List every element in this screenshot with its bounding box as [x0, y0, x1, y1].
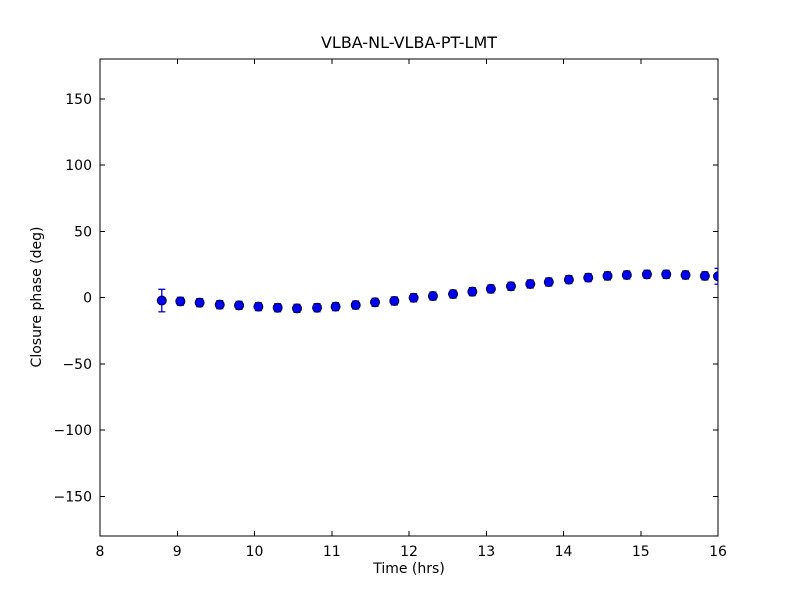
data-point: [427, 291, 438, 302]
x-tick-label: 9: [173, 544, 182, 560]
x-tick-label: 13: [477, 544, 495, 560]
data-point: [291, 303, 302, 314]
x-tick-label: 8: [96, 544, 105, 560]
y-tick-label: 100: [65, 158, 92, 174]
y-tick-label: 0: [83, 291, 92, 307]
y-tick-label: −100: [54, 423, 92, 439]
data-point: [408, 292, 419, 303]
x-tick-label: 12: [400, 544, 418, 560]
data-point: [563, 274, 574, 285]
data-point: [234, 300, 245, 311]
data-point: [312, 302, 323, 313]
data-point: [350, 300, 361, 311]
data-point: [214, 299, 225, 310]
y-tick-label: 150: [65, 92, 92, 108]
data-point: [525, 278, 536, 289]
y-tick-label: −150: [54, 489, 92, 505]
x-tick-label: 16: [709, 544, 727, 560]
data-point: [543, 276, 554, 287]
data-point: [661, 269, 672, 280]
data-point: [253, 301, 264, 312]
y-tick-label: −50: [62, 357, 92, 373]
data-point: [175, 296, 186, 307]
data-point: [602, 270, 613, 281]
y-tick-label: 50: [74, 224, 92, 240]
data-series: [156, 267, 718, 314]
x-axis-label: Time (hrs): [373, 561, 445, 577]
data-point: [713, 271, 718, 282]
x-tick-label: 15: [632, 544, 650, 560]
x-tick-label: 14: [555, 544, 573, 560]
data-point: [505, 281, 516, 292]
data-point: [621, 269, 632, 280]
data-point: [194, 297, 205, 308]
data-point: [370, 297, 381, 308]
data-point: [156, 295, 167, 306]
x-tick-label: 11: [323, 544, 341, 560]
data-point: [272, 302, 283, 313]
data-point: [583, 272, 594, 283]
data-point: [485, 283, 496, 294]
data-point: [641, 269, 652, 280]
data-point: [680, 269, 691, 280]
data-point: [699, 270, 710, 281]
data-point: [448, 289, 459, 300]
chart-title: VLBA-NL-VLBA-PT-LMT: [320, 33, 498, 52]
x-tick-label: 10: [246, 544, 264, 560]
data-point: [330, 301, 341, 312]
error-bar: [714, 267, 718, 285]
data-point: [389, 295, 400, 306]
data-point: [467, 286, 478, 297]
